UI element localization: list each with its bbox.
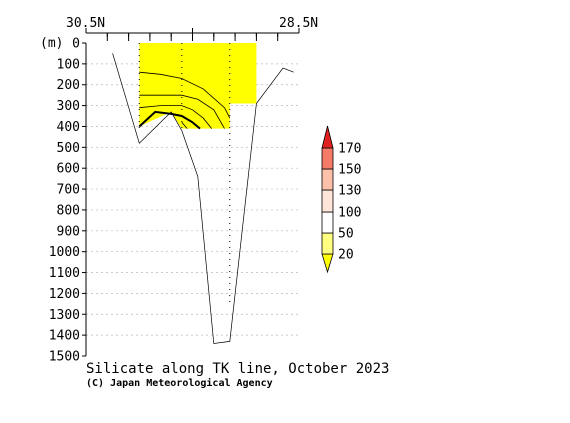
- colorbar-bottom-tip: [321, 253, 334, 274]
- x-right-label: 28.5N: [279, 16, 318, 31]
- x-left-label: 30.5N: [66, 16, 105, 31]
- colorbar-box: [321, 168, 334, 191]
- y-tick-label: 100: [57, 57, 80, 72]
- y-tick-label: 300: [57, 99, 80, 114]
- contour-line: [138, 110, 201, 130]
- colorbar-top-tip: [321, 125, 334, 149]
- y-tick-label: 600: [57, 162, 80, 177]
- y-tick-label: 1200: [49, 287, 80, 302]
- y-tick-label: 500: [57, 141, 80, 156]
- contour-line: [181, 122, 188, 129]
- colorbar-label: 50: [338, 227, 354, 242]
- colorbar-box: [321, 189, 334, 213]
- y-tick-label: 1000: [49, 245, 80, 260]
- contour-layer: [138, 71, 231, 130]
- y-tick-label: 400: [57, 120, 80, 135]
- colorbar-label: 170: [338, 142, 361, 157]
- y-tick-label: 1300: [49, 308, 80, 323]
- y-axis-label: (m): [40, 36, 63, 51]
- y-tick-label: 900: [57, 224, 80, 239]
- colorbar-label: 20: [338, 248, 354, 263]
- contour-line: [139, 71, 231, 119]
- x-ticks: [85, 28, 300, 41]
- colorbar: 20 50 100 130 150 170: [321, 125, 361, 274]
- y-tick-label: 200: [57, 78, 80, 93]
- contour-line: [139, 94, 225, 129]
- credit-text: (C) Japan Meteorological Agency: [86, 377, 273, 389]
- colorbar-box: [321, 232, 334, 255]
- grid-layer: [82, 42, 299, 357]
- y-tick-label: 0: [72, 37, 80, 52]
- contour-line: [139, 105, 213, 129]
- y-tick-label: 1400: [49, 329, 80, 344]
- filled-region-yellow: [139, 43, 257, 129]
- colorbar-label: 150: [338, 163, 361, 178]
- chart-title: Silicate along TK line, October 2023: [86, 361, 389, 377]
- fill-layer: [139, 43, 257, 129]
- colorbar-label: 100: [338, 206, 361, 221]
- colorbar-label: 130: [338, 184, 361, 199]
- y-tick-label: 800: [57, 203, 80, 218]
- bottom-layer: [112, 53, 294, 344]
- y-tick-labels: 0 100 200 300 400 500 600 700 800 900 1000 1100 1200…: [49, 37, 80, 365]
- colorbar-box: [321, 211, 334, 234]
- y-tick-label: 700: [57, 183, 80, 198]
- y-tick-label: 1100: [49, 266, 80, 281]
- bottom-profile-line: [112, 53, 294, 344]
- y-tick-label: 1500: [49, 350, 80, 365]
- colorbar-box: [321, 147, 334, 170]
